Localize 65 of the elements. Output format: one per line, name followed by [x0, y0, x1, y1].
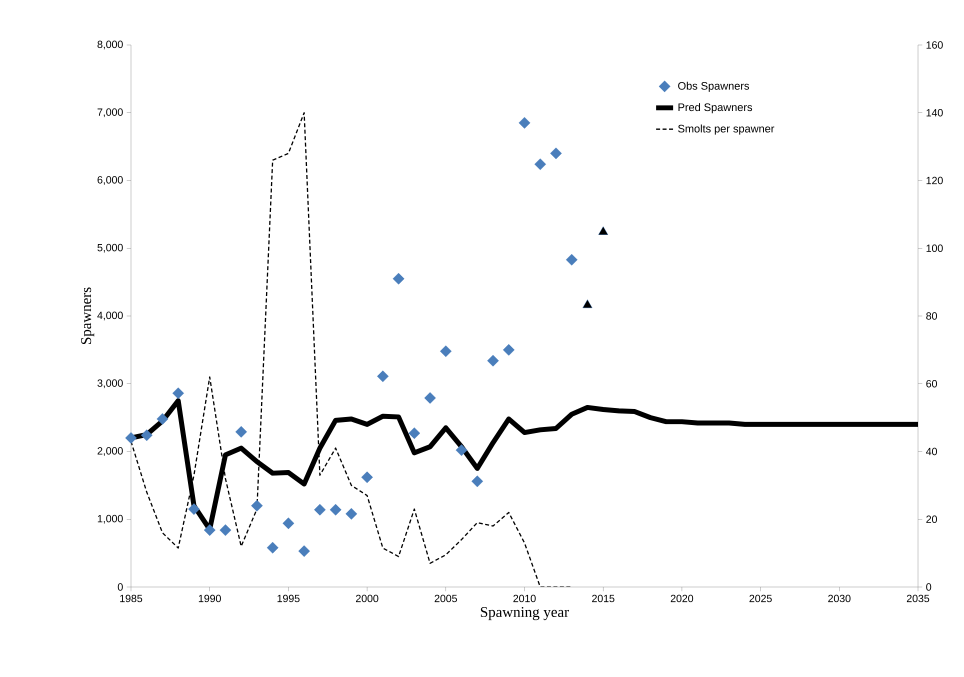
y-tick-label: 4,000 [97, 312, 123, 320]
point [314, 504, 326, 516]
point [582, 299, 592, 308]
x-tick-label: 2020 [670, 594, 694, 602]
y-axis-title: Spawners [81, 287, 94, 344]
point [471, 475, 484, 488]
y-tick-label: 8,000 [98, 40, 123, 50]
point [550, 148, 562, 160]
point [392, 272, 404, 285]
point [518, 117, 530, 129]
y2-tick-label: 80 [926, 312, 937, 320]
point [298, 545, 310, 557]
y-tick-label: 2,000 [98, 447, 123, 456]
point [487, 354, 499, 367]
legend-label: Pred Spawners [678, 103, 752, 114]
y-tick-label: 1,000 [98, 514, 123, 524]
x-tick-label: 2030 [828, 594, 851, 602]
y2-tick-label: 0 [926, 583, 932, 591]
y2-tick-label: 160 [926, 41, 943, 49]
point [408, 427, 420, 440]
point [125, 432, 137, 444]
y-tick-label: 3,000 [97, 379, 123, 388]
point [566, 254, 578, 266]
point [251, 500, 263, 512]
x-tick-label: 1995 [278, 594, 300, 602]
point [220, 524, 232, 536]
y2-tick-label: 20 [926, 516, 937, 523]
y-tick-label: 7,000 [98, 108, 123, 118]
point [330, 504, 342, 516]
y2-tick-label: 100 [926, 244, 943, 252]
x-tick-label: 1985 [120, 594, 142, 602]
x-tick-label: 2025 [750, 594, 772, 602]
point [440, 345, 452, 358]
y-tick-label: 6,000 [98, 176, 123, 185]
legend-label: Smolts per spawner [678, 124, 774, 135]
x-tick-label: 2010 [513, 594, 536, 602]
y2-tick-label: 140 [926, 109, 943, 116]
point [502, 344, 515, 356]
point [424, 392, 436, 404]
point [282, 517, 294, 530]
x-tick-label: 2000 [356, 594, 378, 602]
y2-tick-label: 40 [926, 448, 937, 456]
point [266, 542, 278, 554]
y-tick-label: 0 [118, 583, 123, 591]
point [598, 226, 608, 235]
x-tick-label: 2015 [592, 594, 614, 602]
point [235, 426, 248, 438]
point [204, 524, 216, 536]
y-tick-label: 5,000 [97, 244, 123, 253]
point [140, 429, 153, 442]
x-tick-label: 1990 [198, 594, 221, 602]
point [156, 413, 168, 425]
x-tick-label: 2005 [434, 594, 457, 602]
point [377, 370, 389, 382]
legend-label: Obs Spawners [678, 82, 750, 92]
point [172, 387, 184, 400]
point [456, 444, 468, 456]
point [361, 471, 373, 484]
point [534, 158, 546, 170]
y2-tick-label: 120 [926, 176, 943, 184]
point [346, 508, 358, 520]
y2-tick-label: 60 [926, 380, 937, 388]
x-axis-title: Spawning year [480, 607, 569, 620]
point [188, 503, 200, 515]
x-tick-label: 2035 [906, 594, 930, 602]
